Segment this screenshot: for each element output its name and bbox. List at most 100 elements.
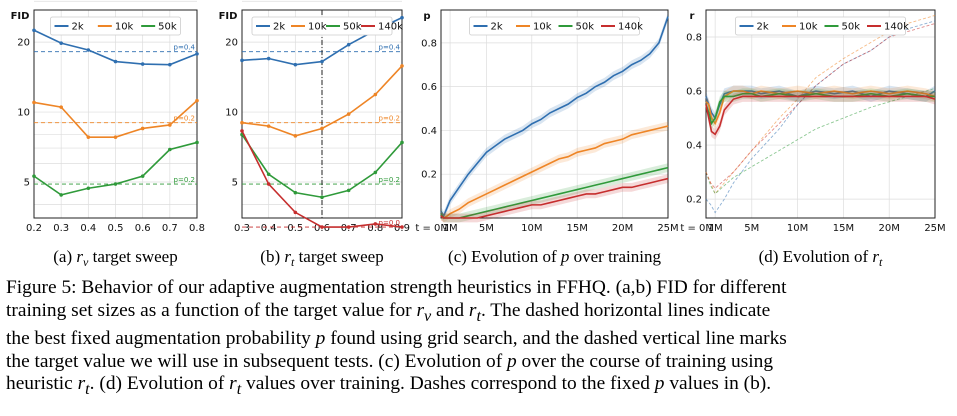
x-tick-label: 25M: [924, 223, 945, 234]
x-tick-label: 5M: [744, 223, 759, 234]
reference-label: p=0.2: [379, 176, 400, 184]
data-point: [400, 15, 404, 20]
data-point: [59, 105, 63, 109]
legend-label-50k: 50k: [576, 22, 595, 33]
legend-box: [50, 16, 181, 36]
y-axis-label: r: [690, 11, 695, 22]
data-point: [400, 140, 404, 145]
x-tick-label: 20M: [612, 223, 633, 234]
y-axis-label: FID: [11, 11, 30, 22]
data-point: [59, 193, 63, 197]
y-tick-label: 5: [24, 178, 30, 189]
data-point: [400, 225, 404, 229]
data-point: [293, 210, 298, 215]
x-tick-label: 10M: [521, 223, 542, 234]
data-point: [346, 112, 351, 116]
y-axis-label: FID: [219, 11, 238, 22]
series-140k-band: [706, 91, 935, 140]
legend-box: [735, 16, 906, 36]
data-point: [195, 98, 199, 103]
data-point: [168, 147, 172, 152]
legend-label-10k: 10k: [115, 22, 134, 33]
data-point: [86, 48, 91, 52]
y-tick-label: 0.8: [421, 38, 437, 49]
series-10k-line: [705, 90, 936, 126]
data-point: [195, 52, 199, 56]
data-point: [320, 59, 324, 64]
data-point: [240, 120, 244, 125]
panel-subtitle: (b) rt target sweep: [260, 247, 383, 269]
reference-label: p=0.4: [379, 44, 401, 52]
series-50k-dashed: [705, 87, 936, 195]
y-tick-label: 20: [17, 38, 30, 49]
x-tick-label: 0.5: [108, 223, 124, 234]
panel-subtitle: (d) Evolution of rt: [759, 247, 883, 269]
x-tick-label: 0.5: [287, 223, 303, 234]
data-point: [293, 134, 298, 138]
data-point: [373, 170, 378, 175]
data-point: [140, 174, 145, 178]
figure-caption: Figure 5: Behavior of our adaptive augme…: [6, 277, 787, 399]
legend-label-140k: 140k: [884, 22, 909, 33]
x-tick-label: 5M: [479, 223, 494, 234]
y-tick-label: 0.4: [686, 141, 702, 152]
data-point: [400, 64, 404, 68]
data-point: [86, 186, 91, 191]
series-50k-band: [706, 88, 935, 129]
plot-frame: [33, 9, 198, 219]
reference-label: p=0.2: [379, 115, 400, 123]
y-tick-label: 20: [225, 38, 238, 49]
data-point: [266, 182, 271, 186]
x-tick-label: 25M: [657, 223, 678, 234]
legend-label-2k: 2k: [757, 22, 769, 33]
series-2k-dashed: [705, 20, 936, 214]
legend-label-2k: 2k: [72, 22, 84, 33]
data-point: [346, 225, 351, 229]
data-point: [140, 126, 145, 131]
data-point: [346, 42, 351, 47]
data-point: [346, 188, 351, 193]
data-point: [320, 225, 324, 229]
legend-box: [469, 16, 640, 36]
y-tick-label: 0.2: [686, 195, 702, 206]
legend-label-2k: 2k: [491, 22, 503, 33]
series-50k-band: [441, 163, 668, 223]
data-point: [140, 62, 145, 66]
reference-label: p=0.2: [174, 176, 195, 184]
series-140k-line: [440, 177, 669, 219]
x-tick-label: 0.8: [189, 223, 205, 234]
y-tick-label: 0.2: [421, 170, 437, 181]
data-point: [373, 222, 378, 226]
y-tick-label: 10: [225, 108, 238, 119]
data-point: [266, 124, 271, 128]
legend-box: [251, 16, 393, 36]
reference-label: p=0.4: [174, 44, 196, 52]
data-point: [113, 59, 118, 64]
x-tick-label: 1M: [443, 223, 458, 234]
legend-label-140k: 140k: [378, 22, 403, 33]
legend-label-50k: 50k: [343, 22, 362, 33]
series-2k-line: [440, 16, 669, 218]
data-point: [240, 58, 244, 63]
data-point: [59, 41, 63, 45]
x-tick-label: 1M: [708, 223, 723, 234]
data-point: [266, 56, 271, 61]
y-tick-label: 0.8: [686, 33, 702, 44]
y-tick-label: 0.6: [421, 82, 437, 93]
caption-line-1: Figure 5: Behavior of our adaptive augme…: [6, 277, 787, 298]
data-point: [168, 62, 172, 67]
data-point: [168, 123, 172, 127]
x-tick-label: t = 0M: [680, 223, 714, 234]
y-tick-label: 5: [232, 178, 238, 189]
plot-frame: [440, 9, 669, 219]
y-tick-label: 10: [17, 108, 30, 119]
x-tick-label: 15M: [567, 223, 588, 234]
x-tick-label: 15M: [833, 223, 854, 234]
data-point: [293, 190, 298, 195]
series-140k-band: [441, 174, 668, 223]
data-point: [32, 100, 36, 105]
y-tick-label: 0.4: [421, 126, 437, 137]
legend-label-50k: 50k: [158, 22, 177, 33]
data-point: [320, 126, 324, 131]
